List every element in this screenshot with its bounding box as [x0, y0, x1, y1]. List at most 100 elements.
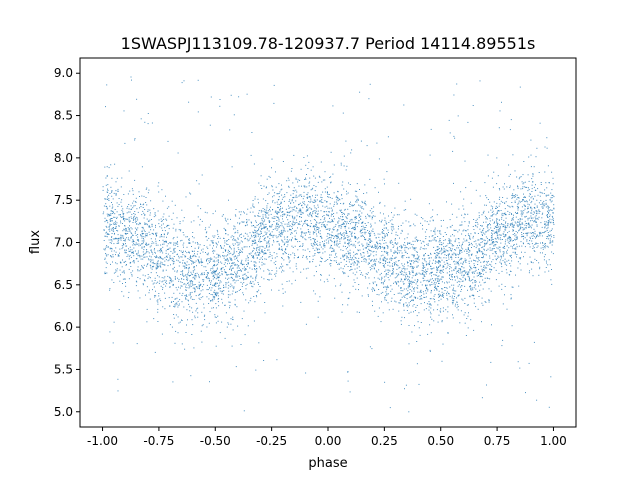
data-point — [126, 249, 127, 251]
data-point — [133, 215, 135, 217]
data-point — [384, 296, 386, 298]
data-point — [501, 288, 503, 290]
data-point — [301, 213, 303, 215]
data-point — [295, 196, 297, 198]
data-point — [157, 257, 159, 259]
data-point — [300, 301, 302, 303]
data-point — [495, 238, 497, 240]
data-point — [291, 215, 293, 217]
data-point — [115, 251, 117, 253]
data-point — [381, 251, 383, 252]
data-point — [386, 233, 388, 235]
data-point — [406, 257, 408, 258]
data-point — [504, 286, 506, 287]
data-point — [229, 247, 231, 249]
data-point — [309, 261, 311, 263]
data-point — [262, 208, 264, 209]
data-point — [154, 351, 156, 353]
data-point — [181, 320, 183, 321]
data-point — [399, 299, 401, 301]
data-point — [392, 226, 394, 227]
data-point — [390, 300, 392, 302]
data-point — [143, 240, 145, 242]
data-point — [529, 236, 531, 238]
data-point — [251, 255, 253, 257]
data-point — [164, 279, 166, 281]
data-point — [456, 253, 458, 255]
data-point — [215, 303, 217, 305]
data-point — [329, 177, 331, 178]
data-point — [245, 268, 247, 270]
data-point — [110, 220, 112, 222]
data-point — [283, 227, 285, 229]
data-point — [319, 242, 321, 244]
data-point — [520, 226, 522, 228]
data-point — [438, 293, 440, 295]
data-point — [158, 276, 160, 278]
data-point — [388, 222, 390, 223]
data-point — [337, 197, 339, 199]
data-point — [144, 275, 146, 277]
data-point — [365, 247, 367, 249]
data-point — [437, 321, 439, 323]
data-point — [144, 231, 146, 232]
data-point — [183, 265, 185, 267]
data-point — [455, 303, 457, 305]
data-point — [136, 208, 138, 210]
data-point — [386, 252, 388, 254]
data-point — [437, 278, 439, 280]
data-point — [449, 242, 451, 244]
data-point — [435, 260, 436, 262]
data-point — [430, 268, 432, 270]
data-point — [318, 230, 320, 232]
data-point — [534, 251, 536, 252]
data-point — [190, 257, 192, 259]
data-point — [516, 194, 518, 196]
data-point — [387, 273, 389, 275]
data-point — [512, 229, 514, 231]
data-point — [349, 203, 350, 205]
data-point — [353, 251, 355, 253]
data-point — [326, 214, 328, 216]
data-point — [314, 239, 316, 241]
data-point — [120, 222, 122, 224]
data-point — [158, 191, 160, 193]
data-point — [341, 194, 342, 196]
data-point — [459, 322, 461, 324]
data-point — [512, 234, 514, 235]
data-point — [294, 253, 295, 255]
data-point — [257, 235, 259, 237]
data-point — [354, 226, 356, 228]
data-point — [320, 161, 322, 163]
data-point — [158, 223, 160, 225]
data-point — [508, 230, 510, 232]
data-point — [544, 189, 546, 191]
data-point — [133, 242, 135, 244]
data-point — [219, 99, 221, 100]
data-point — [358, 289, 359, 291]
data-point — [299, 210, 301, 211]
data-point — [116, 242, 118, 244]
data-point — [504, 263, 506, 265]
data-point — [407, 262, 409, 263]
data-point — [317, 248, 319, 250]
data-point — [482, 229, 484, 231]
data-point — [530, 215, 532, 217]
data-point — [314, 254, 316, 256]
data-point — [415, 247, 417, 249]
data-point — [398, 182, 400, 184]
data-point — [543, 200, 545, 202]
data-point — [106, 220, 108, 222]
data-point — [529, 256, 531, 258]
chart-title: 1SWASPJ113109.78-120937.7 Period 14114.8… — [121, 34, 536, 53]
data-point — [107, 184, 109, 186]
data-point — [543, 259, 545, 261]
data-point — [331, 197, 333, 199]
data-point — [227, 322, 229, 324]
data-point — [428, 255, 430, 256]
data-point — [206, 259, 207, 261]
data-point — [467, 225, 469, 227]
data-point — [378, 269, 380, 271]
data-point — [539, 252, 541, 254]
data-point — [310, 220, 312, 222]
